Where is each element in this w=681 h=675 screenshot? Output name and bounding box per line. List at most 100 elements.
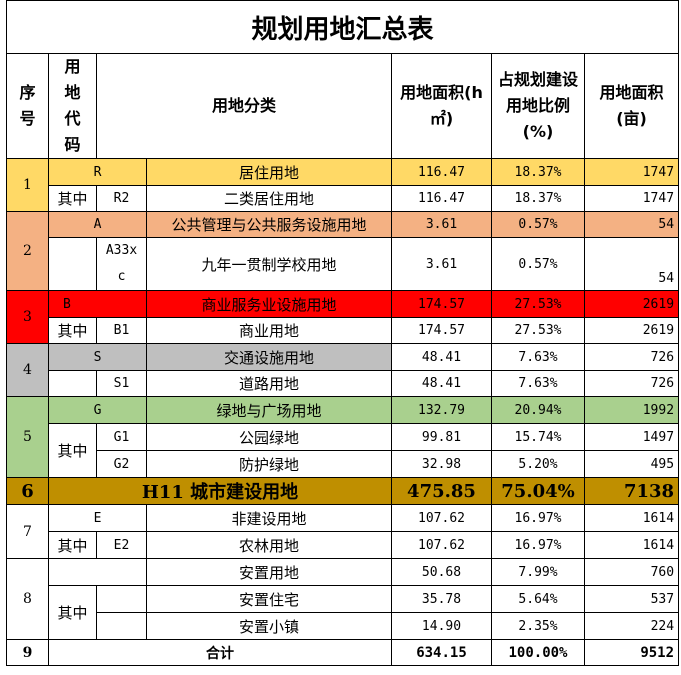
ratio-cell: 5.64%	[491, 585, 585, 613]
ratio-cell: 7.63%	[491, 343, 585, 371]
area-mu-cell: 2619	[583, 317, 680, 344]
ratio-cell: 2.35%	[491, 612, 585, 640]
category-cell: 非建设用地	[146, 504, 392, 532]
ratio-cell: 0.57%	[491, 211, 585, 238]
area-ha-cell: 174.57	[391, 317, 492, 344]
seq-cell: 4	[6, 343, 49, 397]
code-cell: S	[48, 343, 147, 371]
area-mu-cell: 54	[583, 211, 680, 238]
area-ha-cell: 35.78	[391, 585, 492, 613]
area-ha-cell: 14.90	[391, 612, 492, 640]
area-ha-cell: 107.62	[391, 531, 492, 559]
header-category: 用地分类	[96, 53, 392, 159]
area-ha-cell: 107.62	[391, 504, 492, 532]
header-code: 用地代码	[48, 53, 97, 159]
category-cell: 居住用地	[146, 158, 392, 186]
code-cell: G1	[96, 423, 147, 451]
area-mu-cell: 495	[583, 450, 680, 478]
sub-label-cell: 其中	[48, 585, 97, 640]
ratio-cell: 100.00%	[491, 639, 585, 666]
seq-cell: 5	[6, 396, 49, 478]
empty-code-cell	[96, 585, 147, 613]
area-mu-cell: 7138	[583, 477, 680, 505]
area-ha-cell: 50.68	[391, 558, 492, 586]
category-cell: 商业服务业设施用地	[146, 290, 392, 318]
area-ha-cell: 99.81	[391, 423, 492, 451]
category-cell: 二类居住用地	[146, 185, 392, 212]
category-cell: 九年一贯制学校用地	[146, 237, 392, 291]
seq-cell: 7	[6, 504, 49, 559]
area-mu-cell: 2619	[583, 290, 680, 318]
ratio-cell: 16.97%	[491, 504, 585, 532]
area-mu-cell: 54	[583, 237, 680, 291]
category-cell: 绿地与广场用地	[146, 396, 392, 424]
area-ha-cell: 174.57	[391, 290, 492, 318]
header-seq: 序号	[6, 53, 49, 159]
code-cell: R2	[96, 185, 147, 212]
sub-label-cell: 其中	[48, 531, 97, 559]
area-ha-cell: 132.79	[391, 396, 492, 424]
seq-cell: 1	[6, 158, 49, 212]
area-mu-cell: 1614	[583, 504, 680, 532]
seq-cell: 3	[6, 290, 49, 344]
header-area-mu: 用地面积(亩)	[583, 53, 680, 159]
ratio-cell: 16.97%	[491, 531, 585, 559]
sub-label-cell: 其中	[48, 317, 97, 344]
table-title: 规划用地汇总表	[5, 0, 680, 54]
ratio-cell: 18.37%	[491, 185, 585, 212]
seq-cell: 8	[6, 558, 49, 640]
area-ha-cell: 116.47	[391, 158, 492, 186]
ratio-cell: 20.94%	[491, 396, 585, 424]
code-cell: B	[48, 290, 147, 318]
category-cell: 安置用地	[146, 558, 392, 586]
area-mu-cell: 1497	[583, 423, 680, 451]
area-ha-cell: 475.85	[391, 477, 492, 505]
header-ratio: 占规划建设用地比例(%)	[491, 53, 585, 159]
ratio-cell: 7.63%	[491, 370, 585, 397]
area-mu-cell: 1992	[583, 396, 680, 424]
code-cell: A33x c	[96, 237, 147, 291]
ratio-cell: 75.04%	[491, 477, 585, 505]
area-mu-cell: 1614	[583, 531, 680, 559]
code-cell: G	[48, 396, 147, 424]
category-cell: 安置住宅	[146, 585, 392, 613]
ratio-cell: 0.57%	[491, 237, 585, 291]
area-ha-cell: 32.98	[391, 450, 492, 478]
category-cell: 道路用地	[146, 370, 392, 397]
ratio-cell: 27.53%	[491, 290, 585, 318]
area-ha-cell: 48.41	[391, 370, 492, 397]
area-ha-cell: 48.41	[391, 343, 492, 371]
area-mu-cell: 1747	[583, 185, 680, 212]
code-cell: R	[48, 158, 147, 186]
header-area-ha: 用地面积(h㎡)	[391, 53, 492, 159]
category-cell: 安置小镇	[146, 612, 392, 640]
seq-cell: 6	[6, 477, 49, 505]
ratio-cell: 15.74%	[491, 423, 585, 451]
ratio-cell: 27.53%	[491, 317, 585, 344]
code-cell: A	[48, 211, 147, 238]
area-ha-cell: 3.61	[391, 211, 492, 238]
empty-code-cell	[96, 612, 147, 640]
category-cell: 防护绿地	[146, 450, 392, 478]
code-cell: G2	[96, 450, 147, 478]
category-cell: 交通设施用地	[146, 343, 392, 371]
category-cell: H11 城市建设用地	[48, 477, 392, 505]
area-mu-cell: 224	[583, 612, 680, 640]
code-cell: S1	[96, 370, 147, 397]
area-ha-cell: 3.61	[391, 237, 492, 291]
empty-code-cell	[48, 558, 147, 586]
category-cell: 农林用地	[146, 531, 392, 559]
area-mu-cell: 726	[583, 343, 680, 371]
seq-cell: 2	[6, 211, 49, 291]
land-use-summary-table: 规划用地汇总表 序号 用地代码 用地分类 用地面积(h㎡) 占规划建设用地比例(…	[5, 0, 680, 666]
area-mu-cell: 1747	[583, 158, 680, 186]
category-cell: 公共管理与公共服务设施用地	[146, 211, 392, 238]
sub-label-cell	[48, 370, 97, 397]
ratio-cell: 5.20%	[491, 450, 585, 478]
seq-cell: 9	[6, 639, 49, 666]
sub-label-cell: 其中	[48, 185, 97, 212]
area-mu-cell: 760	[583, 558, 680, 586]
sub-label-cell	[48, 237, 97, 291]
area-ha-cell: 634.15	[391, 639, 492, 666]
area-mu-cell: 9512	[583, 639, 680, 666]
